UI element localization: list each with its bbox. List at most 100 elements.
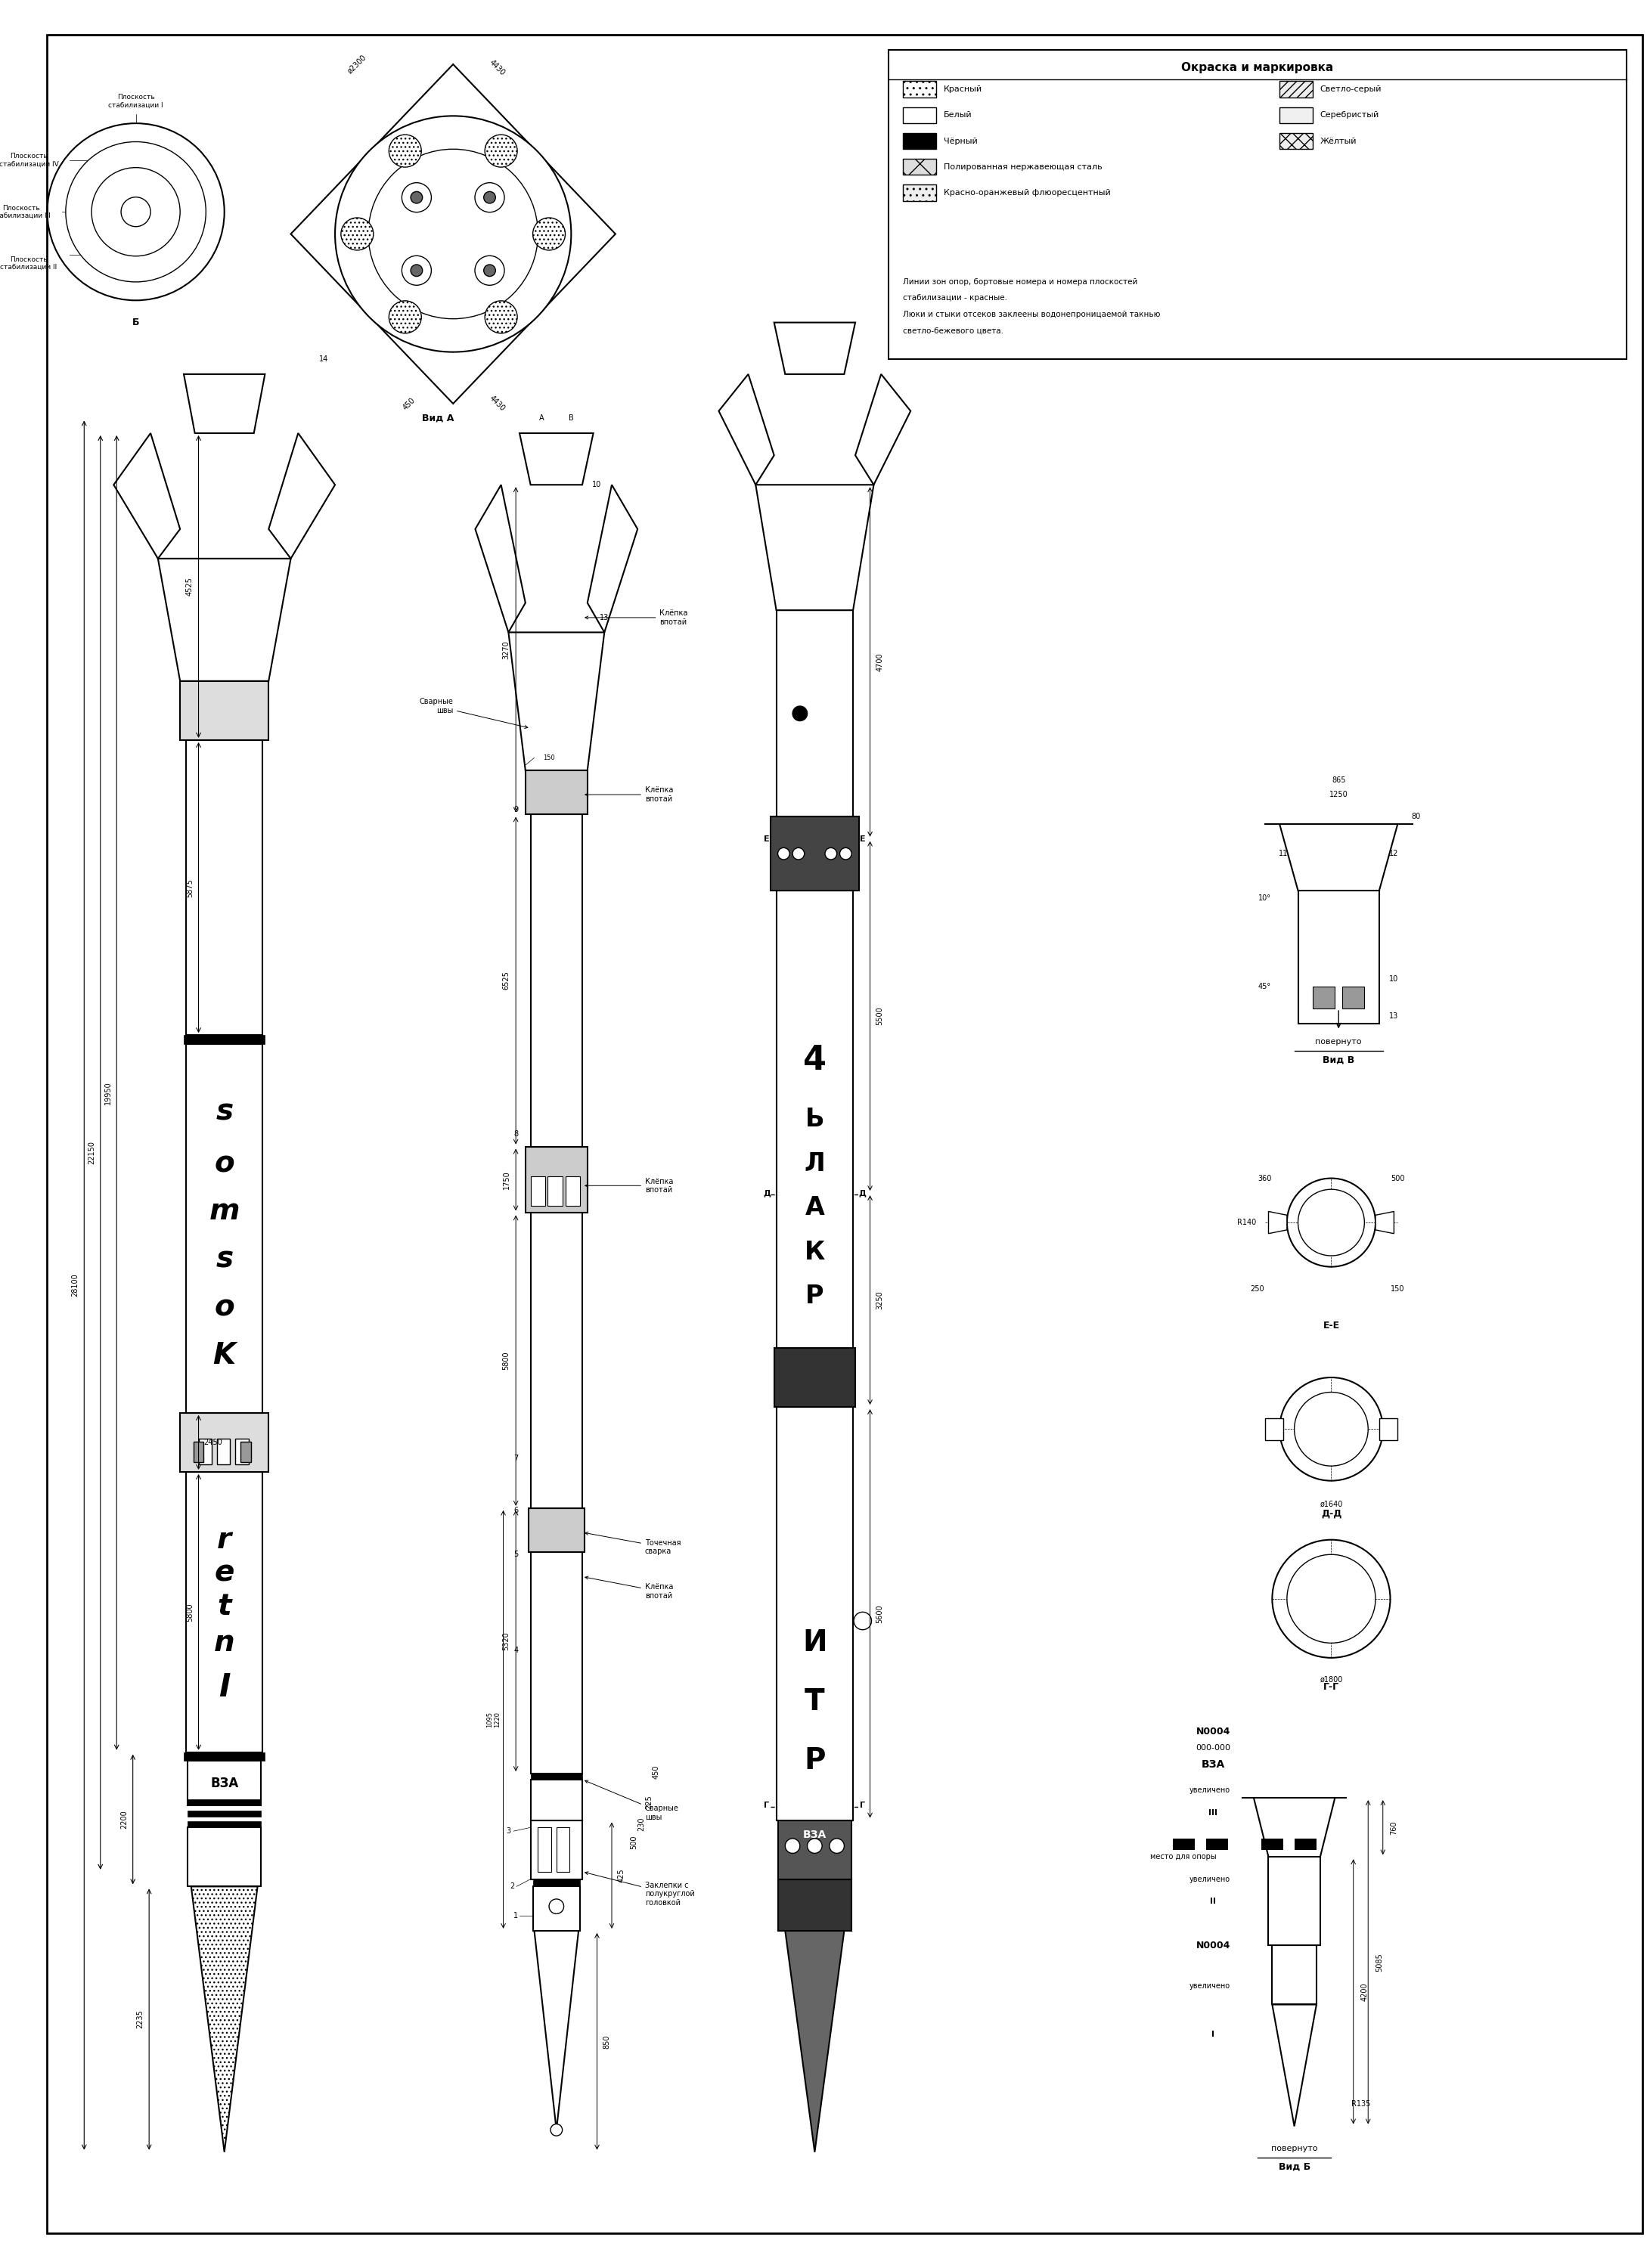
Polygon shape [290, 64, 615, 404]
Text: 4: 4 [804, 1043, 827, 1077]
Bar [193, 1442, 203, 1463]
Text: 850: 850 [602, 2034, 610, 2048]
Text: Окраска и маркировка: Окраска и маркировка [1181, 61, 1333, 73]
Text: Ь: Ь [805, 1107, 825, 1132]
Text: s: s [216, 1098, 233, 1127]
Text: ø2300: ø2300 [346, 54, 368, 75]
Text: К: К [804, 1241, 825, 1266]
Text: увеличено: увеличено [1190, 1787, 1229, 1794]
Circle shape [483, 191, 495, 204]
Circle shape [777, 848, 790, 860]
Polygon shape [774, 322, 855, 374]
Bar [531, 1774, 582, 1780]
Bar [183, 1034, 266, 1043]
Bar [1279, 107, 1313, 122]
Text: Д: Д [762, 1188, 771, 1198]
Bar [903, 82, 937, 98]
Bar [188, 1799, 261, 1805]
Bar [1299, 891, 1379, 1023]
Text: 13: 13 [1389, 1012, 1399, 1021]
Text: Е: Е [860, 835, 866, 844]
Polygon shape [475, 485, 525, 633]
Text: 000-000: 000-000 [1196, 1744, 1231, 1751]
Text: место для опоры: место для опоры [1150, 1853, 1216, 1860]
Bar [186, 1043, 262, 1413]
Text: o: o [215, 1293, 234, 1322]
Circle shape [830, 1839, 845, 1853]
Text: 450: 450 [401, 397, 416, 411]
Circle shape [335, 116, 571, 352]
Text: 19950: 19950 [104, 1082, 112, 1105]
Circle shape [1294, 1393, 1368, 1465]
Text: Г-Г: Г-Г [1323, 1683, 1340, 1692]
Bar [525, 771, 587, 814]
Text: 22150: 22150 [87, 1141, 96, 1163]
Text: 500: 500 [630, 1835, 637, 1848]
Text: повернуто: повернуто [1270, 2146, 1318, 2152]
Text: K: K [213, 1340, 236, 1370]
Text: 2450: 2450 [205, 1438, 223, 1447]
Text: III: III [1208, 1810, 1218, 1817]
Circle shape [411, 191, 422, 204]
Text: Г: Г [860, 1801, 865, 1810]
Circle shape [48, 122, 224, 299]
Text: 10: 10 [592, 481, 602, 488]
Text: светло-бежевого цвета.: светло-бежевого цвета. [903, 327, 1003, 333]
Text: Клёпка
впотай: Клёпка впотай [586, 610, 688, 626]
Circle shape [825, 848, 837, 860]
Text: 4525: 4525 [186, 576, 193, 596]
Text: 45°: 45° [1259, 982, 1270, 991]
Bar [188, 1828, 261, 1887]
Text: 4430: 4430 [488, 59, 507, 77]
Circle shape [475, 256, 505, 286]
Text: Белый: Белый [944, 111, 972, 118]
Text: I: I [1211, 2030, 1214, 2039]
Text: Е-Е: Е-Е [1323, 1320, 1340, 1331]
Bar [531, 1821, 582, 1880]
Bar [1206, 1839, 1228, 1851]
Bar [1269, 1857, 1320, 1946]
Circle shape [792, 848, 804, 860]
Text: e: e [215, 1558, 234, 1588]
Polygon shape [756, 485, 874, 610]
Bar [531, 1780, 582, 1821]
Bar [548, 1177, 563, 1207]
Text: ø1640: ø1640 [1320, 1501, 1343, 1508]
Bar [776, 891, 853, 1347]
Text: 4: 4 [513, 1647, 518, 1653]
Text: Б: Б [132, 318, 139, 327]
Circle shape [389, 302, 421, 333]
Text: 360: 360 [1257, 1175, 1272, 1182]
Circle shape [792, 705, 807, 721]
Polygon shape [114, 433, 180, 558]
Polygon shape [1269, 1211, 1287, 1234]
Bar [531, 1551, 582, 1774]
Bar [525, 1148, 587, 1213]
Text: 425: 425 [617, 1869, 625, 1882]
Text: 11: 11 [1279, 850, 1289, 857]
Text: Красно-оранжевый флюоресцентный: Красно-оранжевый флюоресцентный [944, 188, 1110, 197]
Bar [1173, 1839, 1195, 1851]
Bar [903, 159, 937, 175]
Text: ВЗА: ВЗА [1201, 1760, 1224, 1769]
Text: 5320: 5320 [503, 1631, 510, 1651]
Text: 150: 150 [543, 755, 554, 762]
Text: II: II [1209, 1898, 1216, 1905]
Text: Красный: Красный [944, 86, 982, 93]
Text: m: m [210, 1198, 239, 1225]
Bar [180, 1413, 269, 1472]
Text: Точечная
сварка: Точечная сварка [586, 1531, 681, 1556]
Bar [903, 134, 937, 150]
Bar [1379, 1418, 1398, 1440]
Text: 760: 760 [1391, 1821, 1398, 1835]
Circle shape [368, 150, 538, 320]
Bar [198, 1438, 211, 1465]
Circle shape [120, 197, 150, 227]
Polygon shape [158, 558, 290, 680]
Text: 8: 8 [513, 1129, 518, 1139]
Bar [1313, 987, 1335, 1009]
Text: 28100: 28100 [71, 1275, 79, 1297]
Text: Вид Б: Вид Б [1279, 2161, 1310, 2173]
Text: И: И [802, 1628, 827, 1658]
Circle shape [840, 848, 851, 860]
